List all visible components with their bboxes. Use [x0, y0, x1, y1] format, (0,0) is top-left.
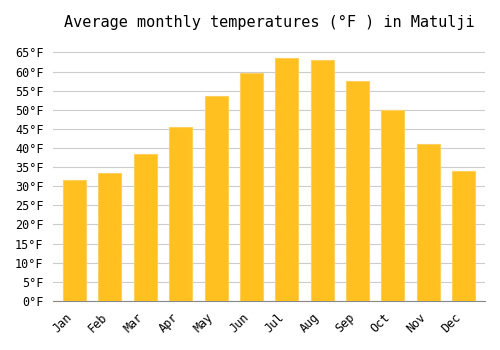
Bar — [63, 181, 86, 301]
Bar — [134, 154, 156, 301]
Bar — [169, 127, 192, 301]
Bar — [417, 144, 440, 301]
Title: Average monthly temperatures (°F ) in Matulji: Average monthly temperatures (°F ) in Ma… — [64, 15, 474, 30]
Bar — [346, 81, 369, 301]
Bar — [310, 60, 334, 301]
Bar — [276, 58, 298, 301]
Bar — [452, 171, 475, 301]
Bar — [98, 173, 122, 301]
Bar — [240, 74, 263, 301]
Bar — [204, 96, 228, 301]
Bar — [382, 110, 404, 301]
